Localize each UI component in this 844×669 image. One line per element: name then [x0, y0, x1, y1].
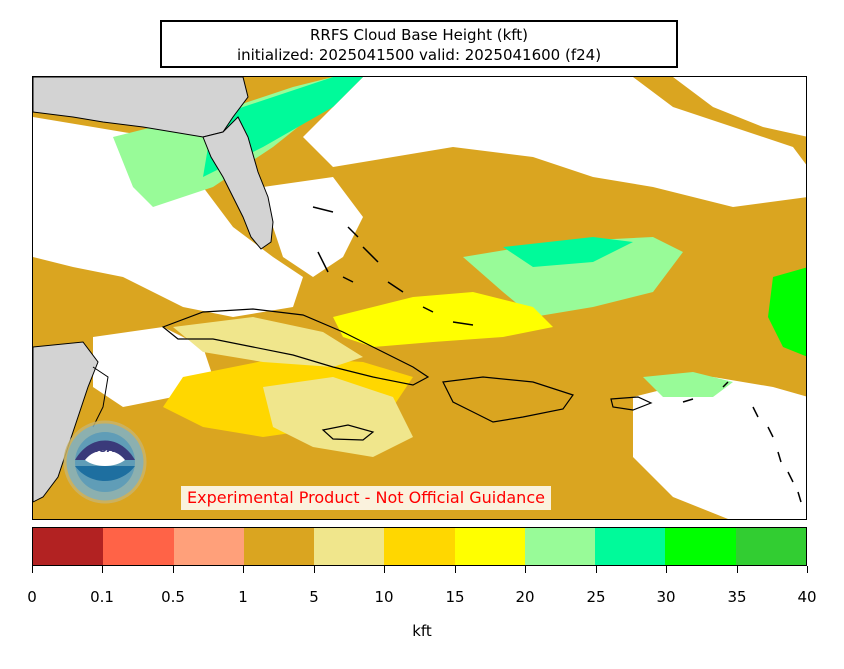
- colorbar-tick-label: 0.1: [90, 588, 114, 606]
- colorbar-tick-label: 15: [445, 588, 465, 606]
- colorbar-tick-label: 5: [309, 588, 319, 606]
- colorbar-tick-label: 35: [727, 588, 747, 606]
- colorbar-segment: [33, 528, 104, 565]
- land-cuba: [161, 308, 430, 386]
- land-florida-peninsula: [202, 116, 274, 250]
- colorbar-tick-label: 0.5: [161, 588, 185, 606]
- land-puerto-rico: [610, 396, 653, 411]
- land-mexico: [33, 341, 99, 503]
- colorbar-tick-label: 20: [515, 588, 535, 606]
- colorbar-segment: [454, 528, 525, 565]
- colorbar-unit-label: kft: [412, 622, 432, 640]
- land-yucatan-coast: [92, 366, 109, 428]
- plot-title-box: RRFS Cloud Base Height (kft) initialized…: [160, 20, 678, 68]
- colorbar-segment: [735, 528, 806, 565]
- colorbar-tick: [172, 566, 174, 573]
- colorbar: [32, 527, 807, 566]
- colorbar-tick-label: 10: [374, 588, 394, 606]
- land-us-southeast: [33, 77, 249, 138]
- cloud-band-springgreen-atlantic: [503, 237, 633, 267]
- colorbar-tick-label: 1: [238, 588, 248, 606]
- colorbar-tick-label: 40: [797, 588, 817, 606]
- map-panel: NOAA: [32, 76, 807, 520]
- clear-region-florida-straits: [263, 177, 363, 277]
- cloud-band-green-lesser-antilles: [643, 372, 733, 397]
- clear-region-gulf: [33, 117, 303, 317]
- colorbar-tick: [736, 566, 738, 573]
- colorbar-tick: [313, 566, 315, 573]
- colorbar-segment: [384, 528, 455, 565]
- colorbar-segment: [314, 528, 385, 565]
- land-hispaniola: [442, 376, 574, 423]
- colorbar-segment: [595, 528, 666, 565]
- colorbar-tick: [595, 566, 597, 573]
- colorbar-tick: [454, 566, 456, 573]
- colorbar-tick: [665, 566, 667, 573]
- noaa-logo: [63, 420, 147, 504]
- disclaimer-banner: Experimental Product - Not Official Guid…: [181, 486, 551, 510]
- colorbar-segment: [665, 528, 736, 565]
- colorbar-tick: [31, 566, 33, 573]
- cloud-band-khaki: [263, 377, 413, 457]
- clear-region-north-east: [673, 77, 806, 137]
- colorbar-tick-label: 30: [656, 588, 676, 606]
- colorbar-ticks: 0 0.1 0.5 1 5 10 15 20 25 30 35 40: [27, 566, 817, 606]
- colorbar-segment: [524, 528, 596, 565]
- title-line-1: RRFS Cloud Base Height (kft): [309, 26, 529, 44]
- colorbar-segment: [173, 528, 244, 565]
- clear-region-atlantic-north: [303, 77, 806, 207]
- colorbar-tick-label: 25: [586, 588, 606, 606]
- colorbar-segment: [243, 528, 315, 565]
- colorbar-segment: [103, 528, 174, 565]
- noaa-logo-text: NOAA: [90, 444, 123, 455]
- land-lesser-antilles: [682, 381, 802, 503]
- colorbar-tick: [806, 566, 808, 573]
- cloud-base-map: [33, 77, 806, 519]
- colorbar-tick: [242, 566, 244, 573]
- land-jamaica: [321, 424, 375, 441]
- title-line-2: initialized: 2025041500 valid: 202504160…: [236, 46, 602, 64]
- colorbar-tick: [383, 566, 385, 573]
- cloud-band-khaki-cuba: [173, 317, 363, 367]
- colorbar-tick-label: 0: [27, 588, 37, 606]
- land-bahamas: [312, 206, 474, 326]
- colorbar-tick: [101, 566, 103, 573]
- colorbar-tick: [524, 566, 526, 573]
- clear-region-east: [633, 377, 806, 519]
- cloud-band-green-east: [768, 267, 806, 357]
- cloud-band-yellow: [333, 292, 553, 347]
